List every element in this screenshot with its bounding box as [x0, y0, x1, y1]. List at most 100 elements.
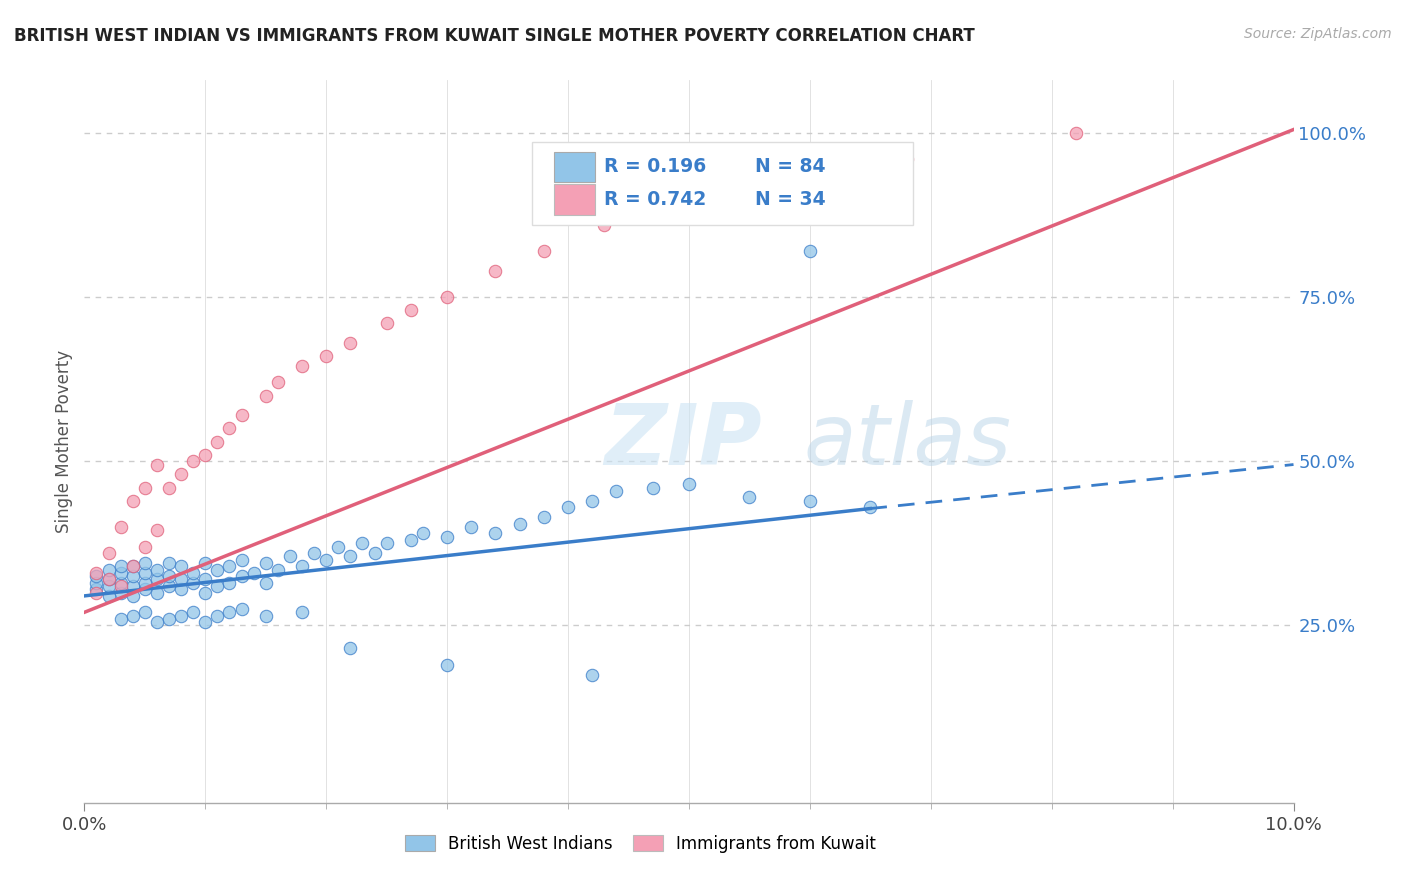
Point — [170, 559, 193, 574]
Point — [399, 303, 422, 318]
Point — [121, 608, 143, 623]
Point — [170, 608, 193, 623]
Point — [134, 556, 156, 570]
FancyBboxPatch shape — [554, 152, 595, 182]
Point — [859, 500, 882, 515]
Point — [254, 388, 277, 402]
Point — [738, 178, 761, 193]
Point — [170, 582, 193, 597]
Text: N = 34: N = 34 — [755, 190, 827, 209]
Point — [121, 579, 143, 593]
Point — [170, 573, 193, 587]
Point — [315, 349, 337, 363]
Point — [157, 481, 180, 495]
Point — [231, 569, 253, 583]
Point — [110, 520, 132, 534]
Point — [678, 477, 700, 491]
Point — [254, 556, 277, 570]
Point — [267, 563, 290, 577]
Y-axis label: Single Mother Poverty: Single Mother Poverty — [55, 350, 73, 533]
Point — [86, 575, 108, 590]
Point — [110, 559, 132, 574]
Legend: British West Indians, Immigrants from Kuwait: British West Indians, Immigrants from Ku… — [398, 828, 883, 860]
Point — [254, 575, 277, 590]
Point — [436, 290, 458, 304]
Point — [484, 264, 506, 278]
Point — [97, 589, 120, 603]
Point — [641, 481, 664, 495]
Point — [97, 573, 120, 587]
Point — [157, 569, 180, 583]
Point — [218, 575, 240, 590]
Point — [86, 582, 108, 597]
Point — [267, 376, 290, 390]
Point — [654, 198, 676, 212]
Point — [121, 493, 143, 508]
Point — [121, 589, 143, 603]
Point — [231, 409, 253, 423]
Point — [509, 516, 531, 531]
Point — [134, 575, 156, 590]
Point — [134, 540, 156, 554]
Point — [157, 579, 180, 593]
Point — [194, 448, 217, 462]
Point — [146, 585, 169, 599]
Point — [352, 536, 374, 550]
Point — [97, 579, 120, 593]
Text: atlas: atlas — [804, 400, 1012, 483]
Point — [146, 573, 169, 587]
Point — [146, 523, 169, 537]
FancyBboxPatch shape — [531, 142, 912, 225]
Point — [218, 605, 240, 619]
Text: Source: ZipAtlas.com: Source: ZipAtlas.com — [1244, 27, 1392, 41]
Point — [97, 546, 120, 560]
Point — [581, 493, 603, 508]
Point — [738, 491, 761, 505]
Point — [399, 533, 422, 547]
Point — [181, 454, 204, 468]
Point — [375, 536, 398, 550]
Point — [218, 559, 240, 574]
Point — [593, 218, 616, 232]
Point — [302, 546, 325, 560]
Point — [170, 467, 193, 482]
Point — [291, 605, 314, 619]
Point — [231, 602, 253, 616]
Point — [254, 608, 277, 623]
Point — [110, 579, 132, 593]
Text: R = 0.196: R = 0.196 — [605, 158, 707, 177]
Point — [134, 605, 156, 619]
Point — [218, 421, 240, 435]
Point — [339, 336, 361, 351]
Point — [97, 573, 120, 587]
Point — [581, 667, 603, 681]
Point — [121, 559, 143, 574]
Point — [194, 556, 217, 570]
Point — [86, 585, 108, 599]
Point — [484, 526, 506, 541]
Point — [328, 540, 350, 554]
Point — [110, 575, 132, 590]
Text: BRITISH WEST INDIAN VS IMMIGRANTS FROM KUWAIT SINGLE MOTHER POVERTY CORRELATION : BRITISH WEST INDIAN VS IMMIGRANTS FROM K… — [14, 27, 974, 45]
Point — [291, 359, 314, 373]
Point — [363, 546, 385, 560]
Point — [207, 563, 229, 577]
Point — [194, 585, 217, 599]
Point — [339, 549, 361, 564]
Point — [533, 510, 555, 524]
Point — [242, 566, 264, 580]
Point — [157, 612, 180, 626]
Point — [146, 458, 169, 472]
Point — [436, 657, 458, 672]
Point — [896, 152, 918, 166]
Point — [436, 530, 458, 544]
Point — [181, 575, 204, 590]
Point — [110, 566, 132, 580]
Point — [134, 566, 156, 580]
Point — [557, 500, 579, 515]
Point — [121, 559, 143, 574]
Point — [207, 579, 229, 593]
Point — [1064, 126, 1087, 140]
Point — [412, 526, 434, 541]
Point — [278, 549, 301, 564]
